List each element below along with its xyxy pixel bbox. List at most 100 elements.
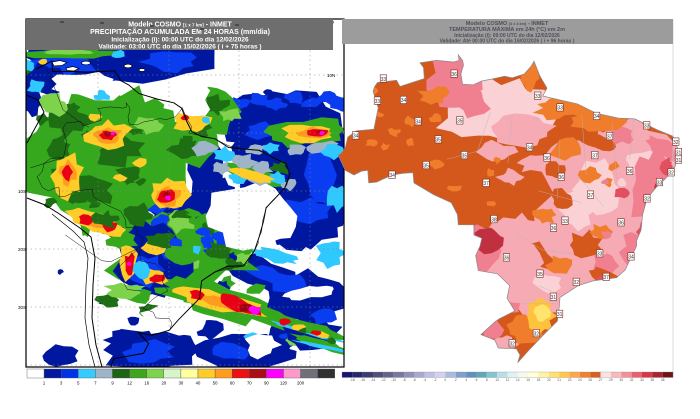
svg-text:34: 34 <box>415 120 421 126</box>
svg-text:3: 3 <box>60 381 63 386</box>
svg-text:33: 33 <box>644 124 650 130</box>
svg-text:50: 50 <box>213 381 218 386</box>
svg-text:70: 70 <box>247 381 252 386</box>
svg-text:36: 36 <box>627 169 633 175</box>
svg-text:-16: -16 <box>360 378 365 382</box>
svg-text:21: 21 <box>557 378 561 382</box>
svg-text:33: 33 <box>535 94 541 100</box>
svg-text:-2: -2 <box>434 378 437 382</box>
svg-text:16: 16 <box>526 378 530 382</box>
svg-text:37: 37 <box>592 153 598 159</box>
svg-text:0: 0 <box>445 378 447 382</box>
svg-text:34: 34 <box>594 114 600 120</box>
svg-text:4: 4 <box>465 378 467 382</box>
svg-text:33: 33 <box>375 99 381 105</box>
svg-text:32: 32 <box>630 378 634 382</box>
svg-text:14: 14 <box>516 378 520 382</box>
svg-text:12: 12 <box>506 378 510 382</box>
svg-text:33: 33 <box>557 106 563 112</box>
svg-text:12: 12 <box>127 381 132 386</box>
svg-text:18: 18 <box>537 378 541 382</box>
svg-text:26: 26 <box>588 378 592 382</box>
svg-text:34: 34 <box>353 134 359 140</box>
svg-text:20: 20 <box>547 378 551 382</box>
svg-text:36: 36 <box>661 378 665 382</box>
svg-text:24: 24 <box>578 378 582 382</box>
svg-text:35: 35 <box>457 119 463 125</box>
svg-text:2: 2 <box>455 378 457 382</box>
svg-text:31: 31 <box>676 158 682 164</box>
svg-text:10: 10 <box>495 378 499 382</box>
svg-text:29: 29 <box>609 378 613 382</box>
svg-text:33: 33 <box>657 180 663 186</box>
svg-text:32: 32 <box>574 280 580 286</box>
svg-text:10N: 10N <box>327 73 335 78</box>
svg-text:32: 32 <box>673 140 679 146</box>
svg-text:35: 35 <box>651 378 655 382</box>
svg-text:60: 60 <box>230 381 235 386</box>
svg-text:Modelo COSMO [1 x 7 km] - INME: Modelo COSMO [1 x 7 km] - INMET <box>128 22 232 29</box>
svg-text:34: 34 <box>389 173 395 179</box>
svg-text:32: 32 <box>509 342 515 348</box>
svg-text:20S: 20S <box>18 247 26 252</box>
svg-text:31: 31 <box>557 312 563 318</box>
svg-text:30S: 30S <box>18 305 26 310</box>
svg-text:120: 120 <box>280 381 288 386</box>
svg-text:1: 1 <box>43 381 46 386</box>
svg-text:5: 5 <box>77 381 80 386</box>
svg-text:7: 7 <box>94 381 97 386</box>
svg-text:-6: -6 <box>413 378 416 382</box>
svg-text:-8: -8 <box>403 378 406 382</box>
svg-text:36: 36 <box>504 256 510 262</box>
svg-text:20: 20 <box>161 381 166 386</box>
svg-text:9: 9 <box>111 381 114 386</box>
svg-text:90: 90 <box>264 381 269 386</box>
svg-text:-14: -14 <box>371 378 376 382</box>
svg-text:Validade: Até 00:00 UTC do dia: Validade: Até 00:00 UTC do dia 16/02/202… <box>440 39 575 45</box>
svg-text:35: 35 <box>462 153 468 159</box>
svg-text:36: 36 <box>551 226 557 232</box>
svg-text:PRECIPITAÇÃO ACUMULADA EM 24 H: PRECIPITAÇÃO ACUMULADA EM 24 HORAS (mm/d… <box>90 27 270 36</box>
svg-text:35: 35 <box>423 163 429 169</box>
svg-text:27: 27 <box>599 378 603 382</box>
svg-text:32: 32 <box>644 197 650 203</box>
svg-text:38: 38 <box>491 217 497 223</box>
svg-text:34: 34 <box>401 98 407 104</box>
svg-text:16: 16 <box>144 381 149 386</box>
svg-text:30: 30 <box>179 381 184 386</box>
svg-text:8: 8 <box>486 378 488 382</box>
svg-text:200: 200 <box>297 381 305 386</box>
svg-text:Modelo COSMO [4 x 4 km] - INME: Modelo COSMO [4 x 4 km] - INMET <box>466 21 549 27</box>
svg-text:36: 36 <box>618 221 624 227</box>
svg-text:35: 35 <box>435 138 441 144</box>
svg-text:33: 33 <box>597 252 603 258</box>
svg-text:31: 31 <box>551 295 557 301</box>
svg-text:37: 37 <box>603 275 609 281</box>
svg-text:34: 34 <box>628 255 634 261</box>
svg-text:36: 36 <box>451 72 457 78</box>
svg-text:31: 31 <box>676 150 682 156</box>
svg-text:33: 33 <box>640 378 644 382</box>
svg-text:34: 34 <box>527 146 533 152</box>
svg-text:6: 6 <box>476 378 478 382</box>
svg-text:33: 33 <box>562 219 568 225</box>
svg-text:37: 37 <box>588 193 594 199</box>
svg-text:10S: 10S <box>18 189 26 194</box>
svg-text:-10: -10 <box>391 378 396 382</box>
svg-text:-4: -4 <box>423 378 426 382</box>
svg-text:32: 32 <box>668 171 674 177</box>
svg-text:36: 36 <box>559 175 565 181</box>
svg-text:-18: -18 <box>350 378 355 382</box>
svg-text:33: 33 <box>381 77 387 83</box>
svg-text:40: 40 <box>196 381 201 386</box>
svg-text:TEMPERATURA MÁXIMA em 24h (°C): TEMPERATURA MÁXIMA em 24h (°C) em 2m <box>449 26 565 33</box>
svg-text:23: 23 <box>568 378 572 382</box>
svg-text:Inicialização (i): 00:00 UTC d: Inicialização (i): 00:00 UTC do dia 12/0… <box>454 33 560 39</box>
svg-text:-12: -12 <box>381 378 386 382</box>
svg-text:Validade: 03:00 UTC do dia 15/: Validade: 03:00 UTC do dia 15/02/2026 ( … <box>98 44 261 51</box>
svg-text:37: 37 <box>607 134 613 140</box>
svg-text:37: 37 <box>483 181 489 187</box>
svg-text:Inicialização (i): 00:00 UTC d: Inicialização (i): 00:00 UTC do dia 12/0… <box>111 37 249 44</box>
svg-text:36: 36 <box>544 156 550 162</box>
svg-text:32: 32 <box>534 331 540 337</box>
